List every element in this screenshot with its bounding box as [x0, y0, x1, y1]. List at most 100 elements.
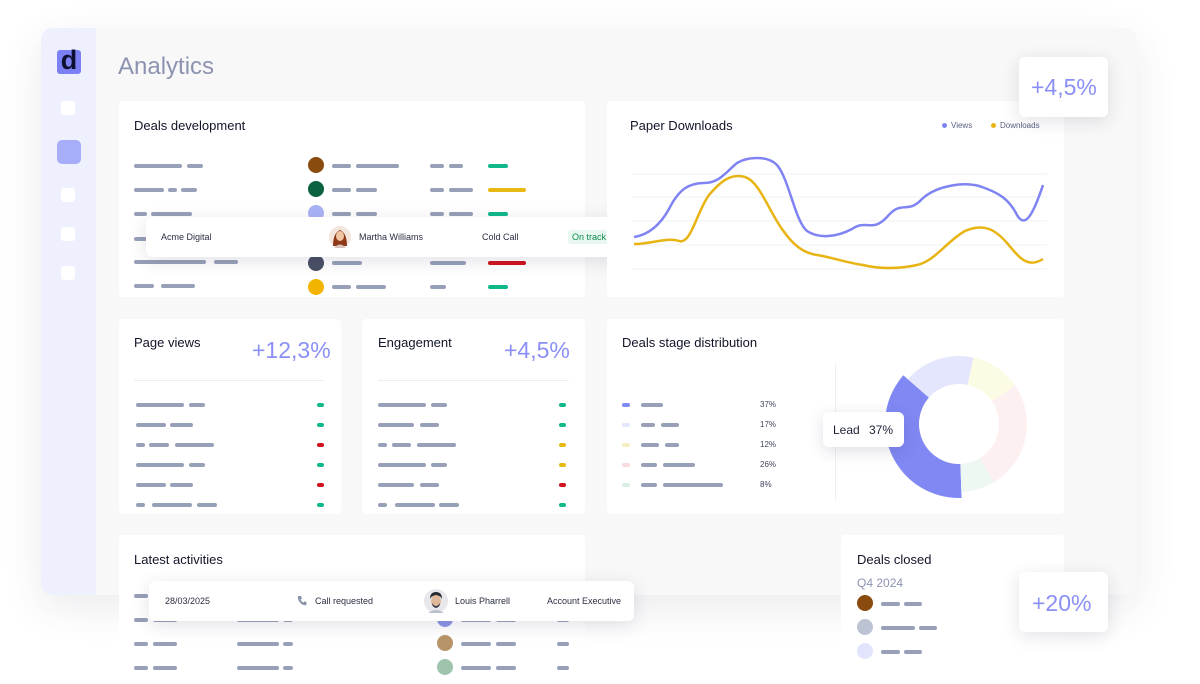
placeholder-bar [149, 443, 169, 447]
sidebar-item-active[interactable] [57, 140, 81, 164]
placeholder-bar [175, 443, 214, 447]
placeholder-bar [420, 423, 439, 427]
placeholder-bar [881, 650, 900, 654]
status-indicator [317, 503, 324, 507]
placeholder-bar [641, 483, 657, 487]
legend-swatch [622, 423, 630, 427]
deals-closed-period: Q4 2024 [857, 576, 904, 590]
sidebar-item-3[interactable] [61, 188, 75, 202]
tooltip-value: 37% [869, 423, 894, 437]
status-indicator [488, 212, 508, 216]
placeholder-bar [461, 666, 491, 670]
person-name: Louis Pharrell [455, 596, 511, 606]
placeholder-bar [430, 212, 444, 216]
sidebar-item-1[interactable] [61, 101, 75, 115]
activity-action: Call requested [315, 596, 374, 606]
status-badge: On track [568, 230, 611, 244]
legend-views-label: Views [951, 121, 973, 130]
placeholder-bar [197, 503, 217, 507]
page-views-change: +12,3% [252, 337, 331, 363]
deal-avatar-dot [857, 619, 873, 635]
legend-views-dot [942, 123, 947, 128]
placeholder-bar [430, 261, 466, 265]
deal-detail-popup[interactable]: Acme Digital Martha Williams Cold Call O… [146, 217, 630, 257]
placeholder-bar [134, 237, 147, 241]
legend-percent: 17% [760, 420, 777, 429]
placeholder-bar [332, 188, 351, 192]
legend-percent: 26% [760, 460, 777, 469]
placeholder-bar [449, 164, 463, 168]
legend-swatch [622, 403, 630, 407]
placeholder-bar [430, 164, 444, 168]
row-avatar-dot [308, 279, 324, 295]
placeholder-bar [214, 260, 238, 264]
placeholder-bar [181, 188, 197, 192]
placeholder-bar [356, 164, 399, 168]
legend-downloads-label: Downloads [1000, 121, 1040, 130]
donut-slice[interactable] [885, 375, 962, 498]
status-indicator [317, 483, 324, 487]
legend-swatch [622, 463, 630, 467]
placeholder-bar [237, 666, 279, 670]
placeholder-bar [430, 285, 446, 289]
page-title: Analytics [118, 53, 215, 80]
activity-detail-popup[interactable]: 28/03/2025 Call requested Louis Pharrell… [149, 581, 634, 621]
donut-slice[interactable] [979, 385, 1027, 483]
placeholder-bar [134, 188, 164, 192]
placeholder-bar [237, 642, 279, 646]
series-line-views [633, 156, 1045, 239]
placeholder-bar [378, 463, 426, 467]
placeholder-bar [134, 260, 206, 264]
call-type: Cold Call [482, 232, 519, 242]
placeholder-bar [356, 188, 377, 192]
placeholder-bar [170, 483, 193, 487]
placeholder-bar [187, 164, 203, 168]
placeholder-bar [332, 261, 362, 265]
placeholder-bar [134, 594, 148, 598]
donut-slice[interactable] [967, 357, 1016, 402]
placeholder-bar [431, 463, 447, 467]
status-indicator [488, 261, 526, 265]
placeholder-bar [332, 164, 351, 168]
placeholder-bar [136, 503, 145, 507]
status-indicator [317, 463, 324, 467]
placeholder-bar [378, 503, 387, 507]
placeholder-bar [151, 212, 192, 216]
stat-change-value: +4,5% [1031, 74, 1097, 100]
placeholder-bar [161, 284, 195, 288]
legend-swatch [622, 443, 630, 447]
placeholder-bar [283, 666, 293, 670]
placeholder-bar [356, 212, 377, 216]
placeholder-bar [439, 503, 459, 507]
placeholder-bar [134, 618, 148, 622]
donut-slice[interactable] [960, 458, 994, 492]
placeholder-bar [189, 403, 205, 407]
latest-activities-title: Latest activities [134, 552, 223, 567]
placeholder-bar [153, 642, 177, 646]
placeholder-bar [449, 212, 473, 216]
person-avatar-icon [424, 589, 448, 613]
brand-logo[interactable]: d [57, 47, 81, 74]
status-indicator [317, 423, 324, 427]
person-role: Account Executive [547, 596, 622, 606]
row-avatar-dot [308, 157, 324, 173]
paper-downloads-card: Paper Downloads Views Downloads [607, 101, 1064, 297]
placeholder-bar [283, 642, 293, 646]
deal-avatar-dot [857, 595, 873, 611]
placeholder-bar [904, 602, 922, 606]
paper-downloads-title: Paper Downloads [630, 118, 733, 133]
sidebar-item-5[interactable] [61, 266, 75, 280]
placeholder-bar [136, 463, 184, 467]
placeholder-bar [417, 443, 456, 447]
placeholder-bar [661, 423, 679, 427]
page-views-card: Page views +12,3% [119, 319, 341, 514]
sidebar-item-4[interactable] [61, 227, 75, 241]
donut-slice[interactable] [907, 356, 974, 398]
placeholder-bar [430, 188, 444, 192]
engagement-card: Engagement +4,5% [362, 319, 585, 514]
placeholder-bar [378, 403, 426, 407]
placeholder-bar [431, 403, 447, 407]
activity-avatar-dot [437, 635, 453, 651]
placeholder-bar [136, 403, 184, 407]
placeholder-bar [641, 403, 663, 407]
